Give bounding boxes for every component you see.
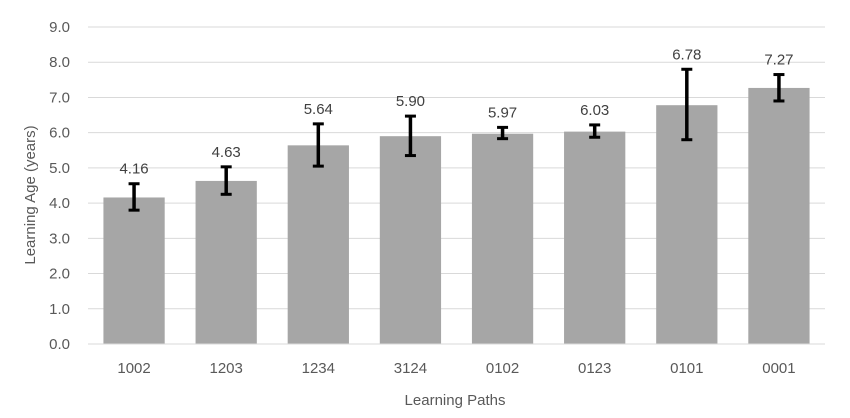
x-tick-label-0123: 0123	[578, 360, 611, 377]
data-label-1234: 5.64	[304, 101, 333, 118]
data-labels: 4.16 4.63 5.64 5.90 5.97 6.03 6.78 7.27	[119, 46, 793, 177]
x-tick-label-1002: 1002	[117, 360, 150, 377]
y-tick-label: 2.0	[49, 266, 70, 283]
data-label-0101: 6.78	[672, 46, 701, 63]
y-tick-label: 3.0	[49, 230, 70, 247]
bar-0123	[564, 131, 626, 344]
x-tick-label-1234: 1234	[302, 360, 335, 377]
data-label-0001: 7.27	[764, 52, 793, 69]
y-tick-label: 5.0	[49, 160, 70, 177]
bar-1002	[103, 197, 165, 344]
bar-0101	[656, 105, 718, 345]
data-label-0102: 5.97	[488, 104, 517, 121]
y-tick-label: 1.0	[49, 301, 70, 318]
y-tick-label: 8.0	[49, 54, 70, 71]
data-label-1203: 4.63	[212, 144, 241, 161]
bar-3124	[379, 136, 442, 344]
x-axis-tick-labels: 1002 1203 1234 3124 0102 0123 0101 0001	[117, 360, 795, 377]
error-bars	[128, 67, 785, 212]
data-label-1002: 4.16	[119, 161, 148, 178]
bar-0001	[748, 87, 810, 344]
x-tick-label-0001: 0001	[762, 360, 795, 377]
y-tick-label: 4.0	[49, 195, 70, 212]
x-tick-label-1203: 1203	[210, 360, 243, 377]
data-label-3124: 5.90	[396, 93, 425, 110]
y-tick-label: 7.0	[49, 89, 70, 106]
bar-1234	[287, 145, 349, 344]
bar-1203	[195, 180, 257, 344]
y-axis-tick-labels: 0.0 1.0 2.0 3.0 4.0 5.0 6.0 7.0 8.0 9.0	[49, 19, 70, 353]
y-tick-label: 9.0	[49, 19, 70, 36]
bars	[103, 87, 810, 345]
x-tick-label-0102: 0102	[486, 360, 519, 377]
x-axis-title: Learning Paths	[405, 392, 506, 409]
bar-0102	[471, 133, 534, 344]
y-tick-label: 6.0	[49, 125, 70, 142]
y-axis-title: Learning Age (years)	[22, 125, 39, 264]
data-label-0123: 6.03	[580, 102, 609, 119]
x-tick-label-3124: 3124	[394, 360, 427, 377]
x-tick-label-0101: 0101	[670, 360, 703, 377]
y-tick-label: 0.0	[49, 336, 70, 353]
